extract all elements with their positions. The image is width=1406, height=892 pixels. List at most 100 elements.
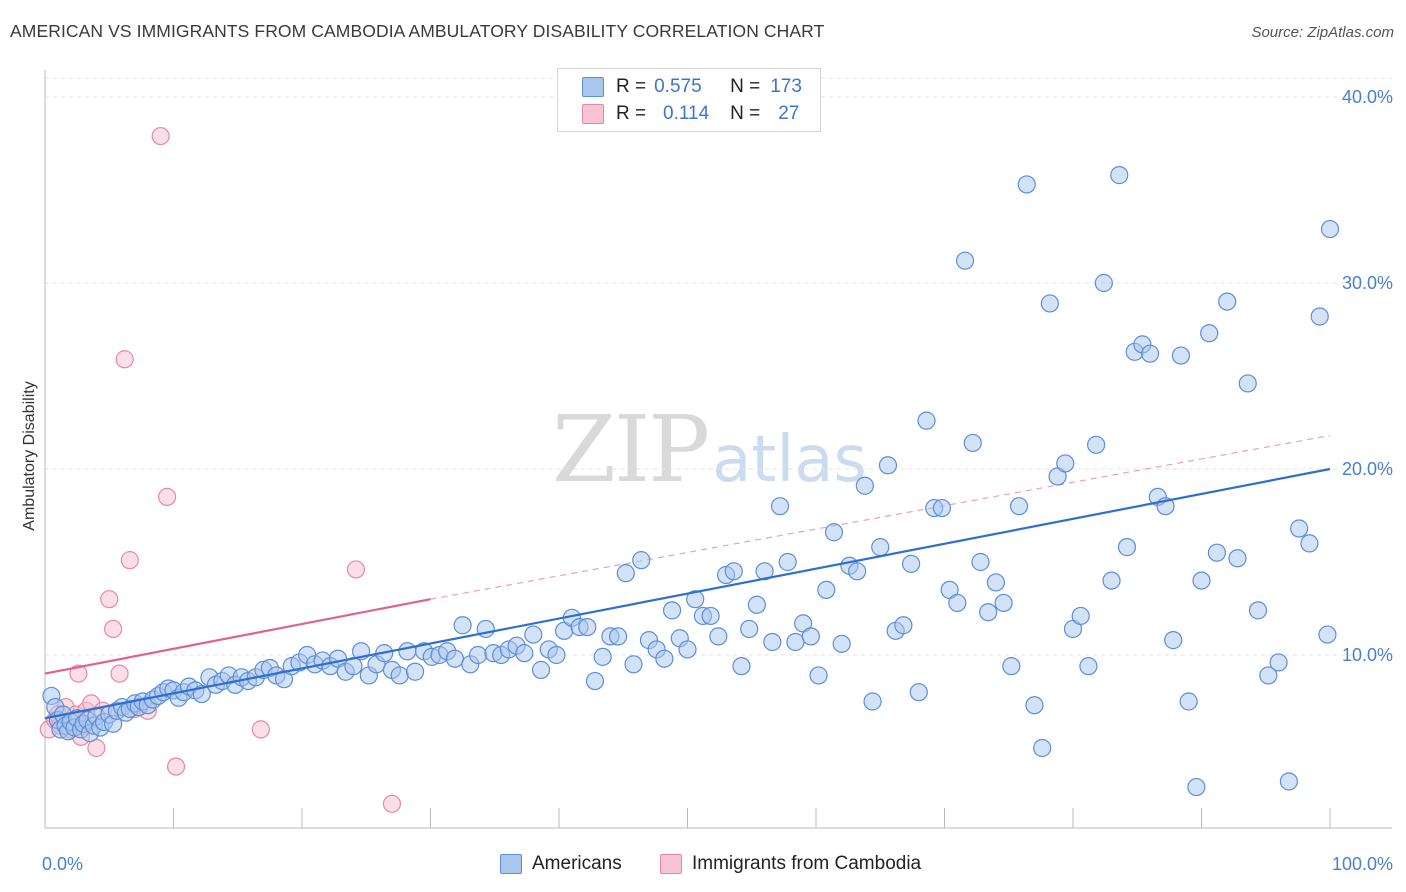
bottom-legend-americans: Americans: [500, 851, 622, 877]
americans-point: [863, 692, 882, 711]
americans-point: [979, 603, 998, 622]
bottom-americans-label: Americans: [532, 853, 622, 874]
trend-lines: [430, 434, 1331, 600]
x-tick-label: 100.0%: [1332, 854, 1393, 874]
cambodia-point: [104, 619, 123, 639]
americans-point: [531, 660, 551, 679]
cambodia-point: [120, 551, 139, 570]
americans-point: [1171, 346, 1191, 365]
americans-point: [1025, 696, 1044, 715]
americans-point: [955, 251, 975, 270]
y-tick-label: 30.0%: [1342, 273, 1393, 293]
cambodia-point: [110, 664, 129, 683]
americans-point: [662, 601, 682, 620]
americans-point: [763, 632, 782, 652]
americans-point: [817, 580, 836, 600]
americans-point: [971, 552, 990, 572]
y-tick-label: 10.0%: [1342, 645, 1393, 665]
americans-point: [1094, 273, 1113, 293]
americans-point: [1218, 292, 1237, 311]
americans-point: [932, 498, 952, 518]
americans-point: [1164, 631, 1183, 650]
cambodia-n-label: N =: [730, 103, 761, 124]
americans-point: [740, 619, 759, 639]
americans-point: [709, 627, 728, 646]
americans-point: [824, 523, 844, 542]
y-tick-label: 40.0%: [1342, 87, 1393, 107]
cambodia-point: [115, 350, 134, 369]
cambodia-point: [166, 757, 186, 776]
americans-point: [1279, 772, 1298, 791]
americans-point: [1248, 601, 1268, 620]
americans-point: [585, 671, 605, 691]
americans-point: [405, 662, 425, 681]
americans-point: [1102, 571, 1121, 590]
americans-point: [515, 644, 534, 663]
x-tick-label: 0.0%: [42, 854, 83, 874]
americans-point: [809, 666, 828, 685]
americans-point: [1179, 692, 1198, 711]
cambodia-swatch: [582, 104, 604, 124]
americans-point: [701, 606, 720, 626]
americans-point: [747, 595, 766, 614]
americans-point: [755, 562, 774, 581]
americans-point: [1140, 344, 1160, 363]
americans-point: [616, 564, 635, 583]
americans-point: [398, 642, 417, 661]
cambodia-trend-line: [44, 598, 431, 675]
bottom-cambodia-swatch: [660, 854, 682, 874]
americans-point: [778, 552, 797, 572]
americans-point: [1087, 435, 1106, 454]
cambodia-point: [100, 590, 119, 609]
bottom-americans-swatch: [500, 854, 522, 874]
americans-point: [632, 551, 651, 570]
americans-point: [724, 562, 743, 581]
americans-point: [732, 657, 751, 676]
americans-point: [1117, 538, 1137, 557]
americans-point: [986, 573, 1006, 592]
grid-lines: [45, 77, 1392, 656]
legend-row-americans: R = 0.575 N = 173: [582, 75, 802, 99]
cambodia-r-value: 0.114: [663, 103, 710, 124]
tick-labels: 10.0% 20.0% 30.0% 40.0% 0.0% 100.0%: [42, 87, 1393, 874]
americans-point: [909, 683, 928, 702]
americans-point: [1228, 549, 1247, 568]
americans-swatch: [582, 77, 604, 97]
americans-r-value: 0.575: [654, 76, 702, 97]
americans-point: [832, 634, 851, 653]
americans-point: [894, 616, 913, 635]
americans-point: [445, 649, 465, 668]
americans-point: [917, 411, 936, 430]
americans-point: [1110, 166, 1129, 185]
axes: [44, 70, 1392, 829]
americans-point: [1207, 543, 1227, 562]
americans-point: [609, 627, 628, 646]
americans-point: [1238, 374, 1257, 393]
y-axis-label: Ambulatory Disability: [21, 381, 38, 530]
trend-lines-front: [44, 467, 1331, 720]
americans-point: [1187, 777, 1206, 797]
americans-point: [1033, 738, 1052, 758]
cambodia-trend-extension: [430, 434, 1331, 600]
americans-point: [1009, 497, 1029, 516]
source-credit: Source: ZipAtlas.com: [1251, 24, 1394, 41]
chart-title: AMERICAN VS IMMIGRANTS FROM CAMBODIA AMB…: [10, 21, 825, 41]
americans-point: [1318, 625, 1337, 644]
americans-point: [1002, 657, 1021, 676]
americans-trend-line: [44, 467, 1331, 720]
americans-point: [578, 617, 597, 637]
americans-point: [686, 590, 705, 609]
americans-n-value: 173: [770, 76, 802, 97]
americans-point: [1056, 454, 1075, 473]
americans-point: [678, 640, 697, 659]
americans-point: [1259, 666, 1278, 685]
cambodia-point: [69, 664, 88, 683]
americans-point: [1200, 324, 1219, 343]
americans-point: [963, 433, 982, 453]
americans-point: [948, 593, 967, 613]
americans-point: [390, 666, 409, 685]
legend-row-cambodia: R = 0.114 N = 27: [582, 102, 799, 126]
americans-point: [1290, 519, 1309, 538]
americans-points: [42, 166, 1340, 797]
americans-point: [624, 655, 643, 674]
